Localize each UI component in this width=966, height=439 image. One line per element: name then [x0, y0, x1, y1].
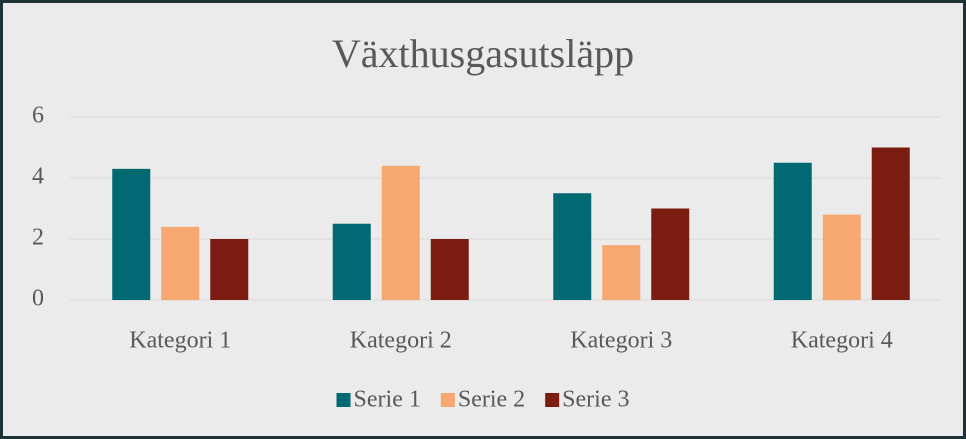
x-tick-label: Kategori 1	[129, 328, 231, 354]
bar	[553, 193, 592, 300]
bar	[602, 245, 641, 300]
legend-swatch	[336, 393, 351, 407]
legend-swatch	[440, 393, 455, 407]
y-tick-label: 2	[32, 225, 44, 251]
legend-label: Serie 1	[354, 387, 421, 413]
y-tick-label: 4	[32, 164, 44, 190]
y-tick-label: 0	[32, 286, 44, 312]
bar	[161, 226, 200, 300]
x-tick-label: Kategori 4	[791, 328, 893, 354]
bar	[773, 162, 812, 300]
legend-swatch	[545, 393, 560, 407]
bar	[651, 208, 690, 300]
x-tick-label: Kategori 3	[570, 328, 672, 354]
x-tick-label: Kategori 2	[350, 328, 452, 354]
bar	[381, 165, 420, 300]
legend-label: Serie 2	[458, 387, 525, 413]
legend-label: Serie 3	[562, 387, 629, 413]
chart-title: Växthusgasutsläpp	[332, 31, 634, 76]
bar	[430, 239, 469, 300]
bar	[332, 223, 371, 300]
bar	[210, 239, 249, 300]
y-tick-label: 6	[32, 103, 44, 129]
bar	[871, 147, 910, 300]
bar	[112, 168, 151, 300]
bar	[822, 214, 861, 300]
